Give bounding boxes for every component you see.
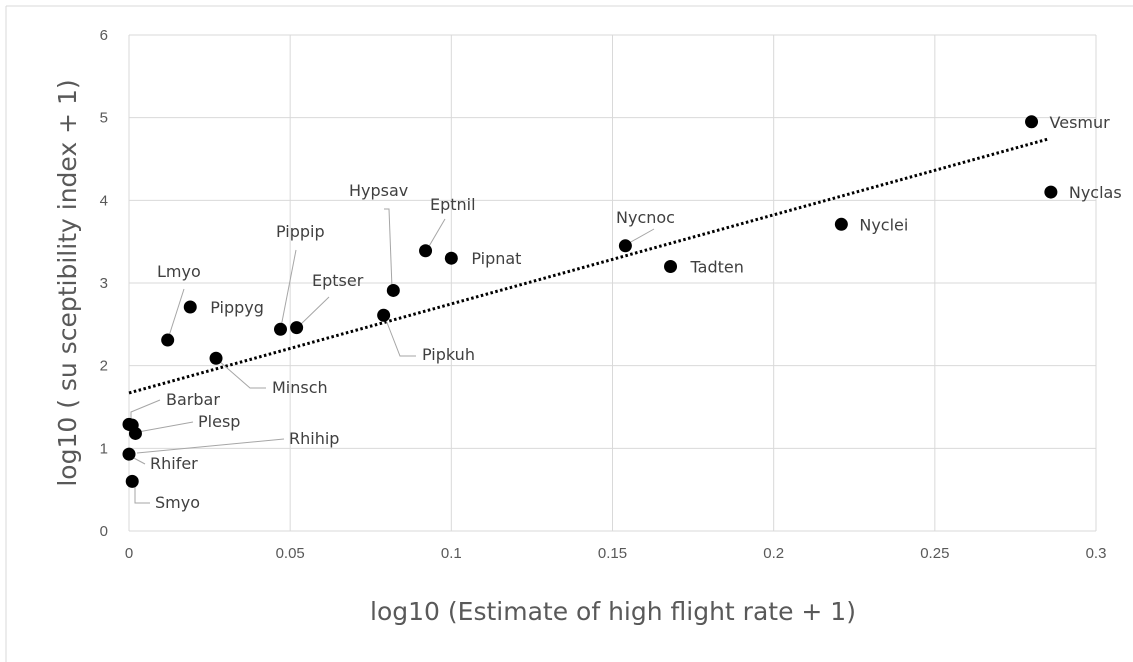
- x-tick-label: 0.25: [920, 545, 949, 562]
- data-point-nyclas: [1044, 185, 1058, 199]
- trendline: [128, 137, 1049, 395]
- gridlines: [128, 34, 1097, 532]
- y-tick-label: 5: [100, 110, 108, 127]
- y-tick-label: 2: [100, 358, 108, 375]
- x-axis-title: log10 (Estimate of high flight rate + 1): [370, 597, 856, 626]
- point-label-pipkuh: Pipkuh: [422, 345, 475, 364]
- x-tick-label: 0.05: [276, 545, 305, 562]
- x-tick-label: 0.1: [441, 545, 462, 562]
- point-label-minsch: Minsch: [272, 378, 328, 397]
- data-point-rhihip: [125, 418, 139, 432]
- point-label-tadten: Tadten: [690, 257, 744, 276]
- data-point-pippyg: [183, 300, 197, 314]
- data-points: [122, 115, 1058, 488]
- point-label-nycnoc: Nycnoc: [616, 208, 675, 227]
- data-point-lmyo: [161, 333, 175, 347]
- data-point-tadten: [664, 259, 678, 273]
- data-point-hypsav: [386, 283, 400, 297]
- x-tick-label: 0.15: [598, 545, 627, 562]
- point-labels: Vesmur Nyclas Nyclei Tadten Nycnoc Pipnat Eptn…: [150, 113, 1122, 512]
- data-point-nyclei: [834, 217, 848, 231]
- point-label-pippip: Pippip: [276, 222, 325, 241]
- leader-line-nycnoc: [628, 228, 655, 244]
- y-tick-label: 1: [100, 440, 108, 457]
- x-tick-label: 0: [125, 545, 133, 562]
- point-label-pipnat: Pipnat: [471, 249, 521, 268]
- data-point-nycnoc: [618, 239, 632, 253]
- point-label-smyo: Smyo: [155, 493, 200, 512]
- leader-line-eptser: [298, 296, 330, 327]
- point-label-pippyg: Pippyg: [210, 298, 264, 317]
- data-point-eptser: [290, 321, 304, 335]
- data-point-rhifer: [122, 447, 136, 461]
- point-label-vesmur: Vesmur: [1050, 113, 1111, 132]
- point-label-rhifer: Rhifer: [150, 454, 198, 473]
- point-label-eptser: Eptser: [312, 271, 364, 290]
- y-tick-label: 3: [100, 275, 108, 292]
- leader-line-rhihip: [136, 438, 285, 454]
- tick-labels: 0 0.05 0.1 0.15 0.2 0.25 0.3 0 1 2 3 4 5 6: [100, 27, 1107, 562]
- data-point-eptnil: [419, 244, 433, 258]
- y-tick-label: 4: [100, 192, 108, 209]
- leader-line-pipkuh: [385, 319, 416, 357]
- leader-line-smyo: [134, 486, 150, 504]
- data-point-pipkuh: [377, 308, 391, 322]
- data-point-smyo: [125, 474, 139, 488]
- point-label-nyclei: Nyclei: [859, 215, 908, 234]
- point-label-lmyo: Lmyo: [157, 262, 201, 281]
- x-tick-label: 0.2: [763, 545, 784, 562]
- point-label-eptnil: Eptnil: [430, 195, 476, 214]
- leader-line-lmyo: [167, 288, 185, 340]
- leader-line-eptnil: [427, 218, 446, 249]
- data-point-pipnat: [444, 251, 458, 265]
- point-label-rhihip: Rhihip: [289, 429, 339, 448]
- leader-line-hypsav: [384, 208, 393, 289]
- point-label-nyclas: Nyclas: [1069, 183, 1122, 202]
- leader-line-plesp: [137, 421, 194, 433]
- leader-lines: [129, 208, 655, 504]
- point-label-barbar: Barbar: [166, 390, 220, 409]
- trendline-layer: [128, 137, 1049, 395]
- leader-line-minsch: [218, 360, 266, 389]
- leader-line-pippip: [280, 249, 297, 328]
- data-point-vesmur: [1025, 115, 1039, 129]
- data-point-minsch: [209, 351, 223, 365]
- point-label-hypsav: Hypsav: [349, 181, 408, 200]
- point-label-plesp: Plesp: [198, 412, 240, 431]
- data-point-pippip: [273, 322, 287, 336]
- y-tick-label: 6: [100, 27, 108, 44]
- y-tick-label: 0: [100, 523, 108, 540]
- y-axis-title: log10 ( su sceptibility index + 1): [53, 79, 82, 486]
- x-tick-label: 0.3: [1086, 545, 1107, 562]
